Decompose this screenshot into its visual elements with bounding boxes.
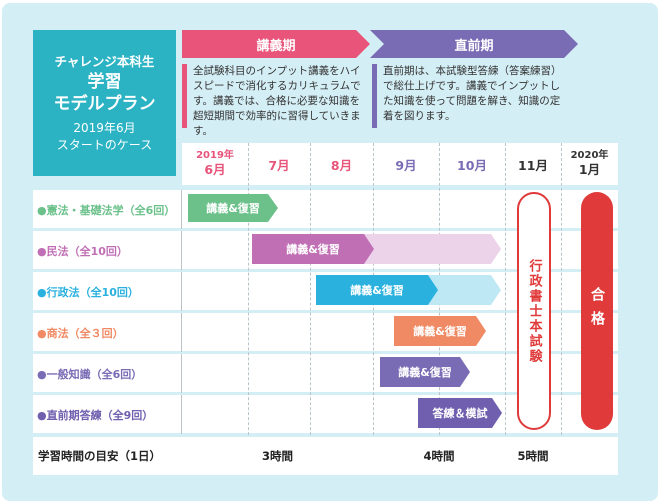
kenpo-bar: 講義&復習 [188, 194, 278, 222]
phase-final-arrow: 直前期 [370, 30, 578, 58]
study-time-3h: 3時間 [261, 449, 293, 463]
subject-shoho: ●商法（全３回） [33, 313, 182, 352]
minpo-bar: 講義&復習 [252, 234, 374, 264]
month-nov: 11月 [518, 157, 548, 173]
study-time-label: 学習時間の目安（1日） [38, 449, 162, 463]
phase-final-description: 直前期は、本試験型答練（答案練習）で総仕上げです。講義でインプットした知識を使っ… [372, 64, 568, 128]
phase-lecture-arrow: 講義期 [182, 30, 370, 58]
grid-line [248, 143, 249, 475]
plan-title-card: チャレンジ本科生 学習 モデルプラン 2019年6月 スタートのケース [33, 30, 176, 176]
gyoseiho-bar: 講義&復習 [316, 275, 438, 305]
subject-ippan: ●一般知識（全6回） [33, 354, 182, 393]
phase-lecture-description: 全試験科目のインプット講義をハイスピードで消化するカリキュラムです。講義では、合… [182, 64, 368, 137]
grid-line [561, 143, 562, 475]
subject-minpo: ●民法（全10回） [33, 231, 182, 270]
month-jun: 2019年 6月 [196, 150, 234, 177]
study-time-5h: 5時間 [517, 449, 549, 463]
subject-chokuzen: ●直前期答練（全9回） [33, 395, 182, 434]
card-line-4: 2019年6月 [73, 120, 136, 135]
minpo-review-bar [360, 234, 501, 264]
study-time-row [33, 437, 618, 475]
study-time-4h: 4時間 [423, 449, 455, 463]
month-oct: 10月 [457, 157, 487, 173]
card-line-3: モデルプラン [53, 93, 156, 114]
month-jan: 2020年 1月 [570, 150, 609, 177]
card-line-2: 学習 [87, 71, 122, 92]
month-jul: 7月 [268, 157, 290, 173]
chokuzen-bar: 答練＆模試 [418, 398, 502, 428]
pass-capsule: 合格 [581, 192, 613, 430]
grid-line [310, 143, 311, 475]
card-line-1: チャレンジ本科生 [54, 53, 155, 69]
grid-line [373, 143, 374, 475]
subject-kenpo: ●憲法・基礎法学（全6回） [33, 190, 182, 229]
shoho-bar: 講義&復習 [394, 316, 486, 346]
month-header-row [182, 143, 618, 185]
subject-gyoseiho: ●行政法（全10回） [33, 272, 182, 311]
month-aug: 8月 [330, 157, 353, 173]
grid-line [439, 143, 440, 475]
grid-line [505, 143, 506, 475]
ippan-bar: 講義&復習 [380, 357, 470, 387]
card-line-5: スタートのケース [56, 137, 153, 152]
month-sep: 9月 [395, 157, 417, 173]
exam-capsule: 行政書士本試験 [517, 192, 551, 430]
